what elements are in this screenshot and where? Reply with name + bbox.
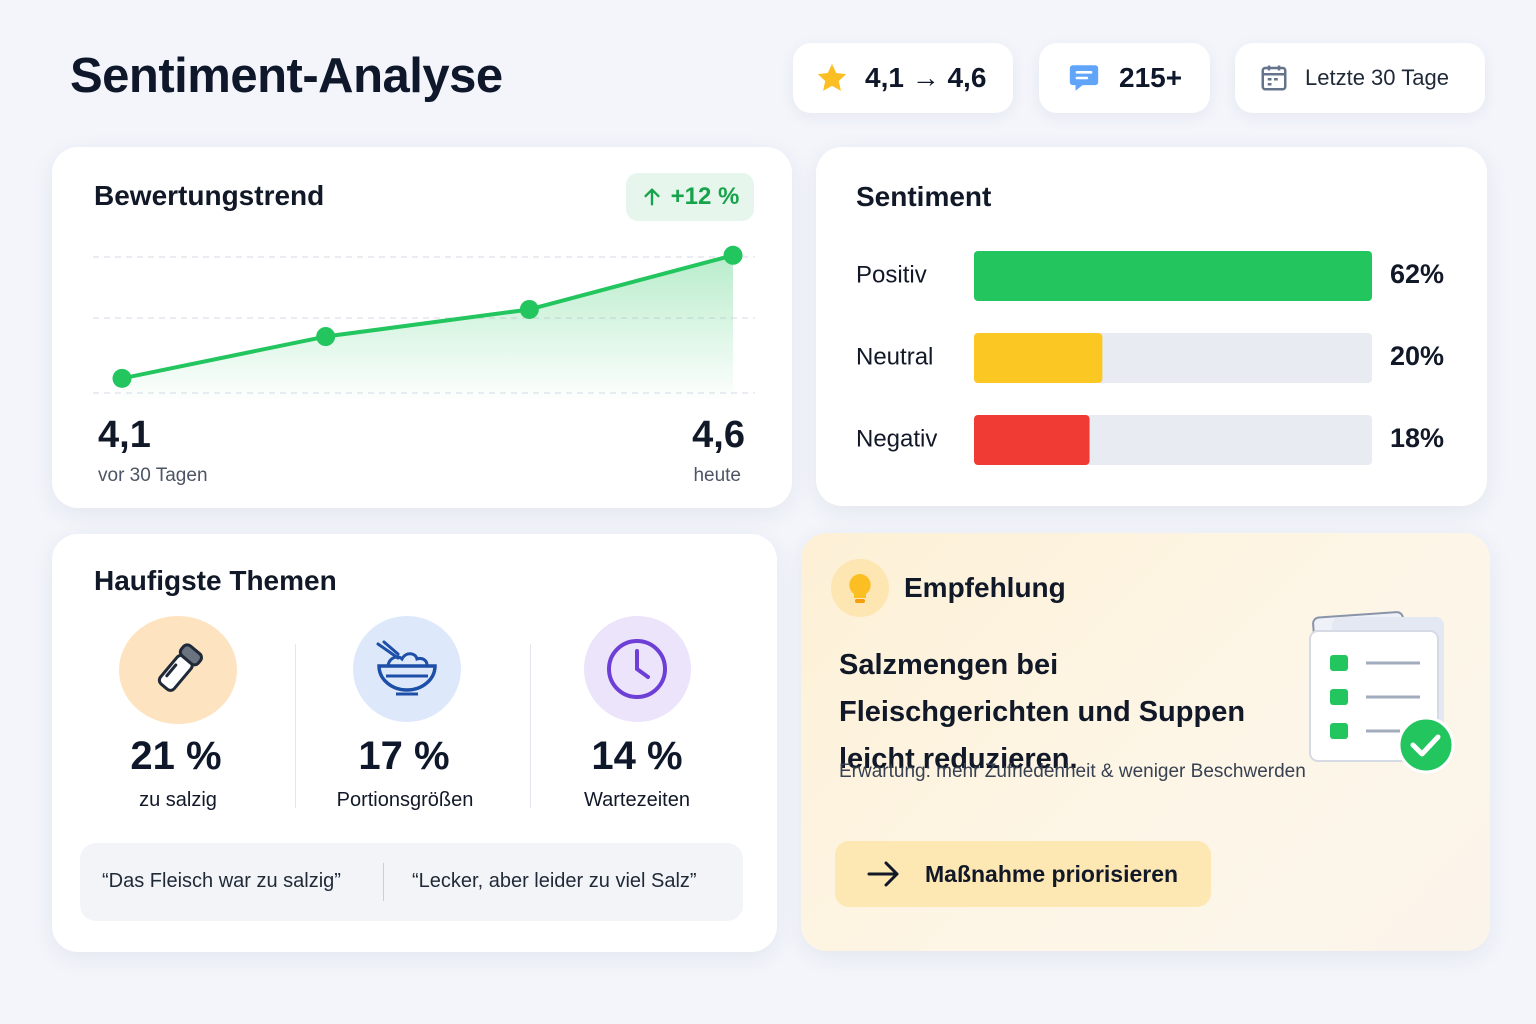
trend-point: [723, 245, 743, 265]
recommendation-note: Erwartung: mehr Zufriedenheit & weniger …: [839, 761, 1306, 782]
bar: [974, 251, 1372, 301]
period-badge-text: Letzte 30 Tage: [1305, 65, 1449, 90]
recommendation-text: Salzmengen bei Fleischgerichten und Supp…: [839, 649, 1246, 775]
trend-chart: 4,1 vor 30 Tagen 4,6 heute: [93, 245, 755, 486]
sentiment-card: Sentiment Positiv 62% Neutral 20% Negativ 18%: [816, 147, 1487, 506]
themes-title: Haufigste Themen: [94, 565, 337, 596]
quote: “Lecker, aber leider zu viel Salz”: [412, 870, 697, 892]
bar-label: Neutral: [856, 343, 933, 370]
quote-divider: [383, 863, 384, 901]
salt-icon: [157, 643, 203, 692]
star-icon: [817, 63, 847, 91]
bar-value-label: 62%: [1390, 259, 1444, 289]
rating-badge-text: 4,1 → 4,6: [865, 62, 987, 93]
chat-icon: [1069, 65, 1099, 91]
themes-card: Haufigste Themen 21 % zu salzig 17 % Por…: [52, 534, 777, 952]
bowl-icon-bg: [353, 616, 461, 722]
trend-point: [316, 327, 336, 347]
bar-value-label: 20%: [1390, 341, 1444, 371]
theme-label: zu salzig: [139, 789, 217, 811]
divider: [530, 644, 531, 808]
bulb-icon: [849, 574, 871, 603]
theme-label: Wartezeiten: [584, 789, 690, 811]
arrow-right-icon: [867, 861, 899, 887]
trend-point: [112, 368, 132, 388]
reviews-badge-text: 215+: [1119, 62, 1183, 93]
x-label: heute: [693, 465, 741, 486]
reviews-badge: 215+: [1039, 43, 1210, 113]
recommendation-card: Empfehlung Salzmengen bei Fleischgericht…: [801, 533, 1490, 951]
bar-value-label: 18%: [1390, 423, 1444, 453]
x-label: vor 30 Tagen: [98, 465, 208, 486]
divider: [295, 644, 296, 808]
theme-share: 14 %: [591, 734, 683, 778]
period-badge[interactable]: Letzte 30 Tage: [1235, 43, 1485, 113]
bar: [974, 333, 1103, 383]
value-label: 4,1: [98, 414, 151, 456]
theme-share: 17 %: [358, 734, 450, 778]
arrow-up-icon: [644, 188, 660, 206]
trend-annotation: +12 %: [670, 183, 740, 210]
page-title: Sentiment-Analyse: [70, 49, 503, 103]
calendar-icon: [1261, 65, 1287, 91]
button-label: Maßnahme priorisieren: [925, 860, 1179, 887]
trend-badge: +12 %: [626, 173, 754, 221]
sentiment-chart: Positiv 62% Neutral 20% Negativ 18%: [856, 251, 1444, 465]
trend-title: Bewertungstrend: [94, 180, 325, 211]
recommendation-title: Empfehlung: [904, 572, 1066, 603]
trend-area: [122, 255, 733, 403]
trend-card: Bewertungstrend +12 % 4,1 vor 30 Tagen 4,6…: [52, 147, 792, 508]
quote-box: “Das Fleisch war zu salzig” “Lecker, abe…: [80, 843, 743, 921]
theme-share: 21 %: [130, 734, 222, 778]
bar: [974, 415, 1090, 465]
bowl-icon: [376, 640, 437, 696]
trend-line: [121, 253, 734, 381]
quote: “Das Fleisch war zu salzig”: [102, 870, 341, 892]
prioritize-button[interactable]: Maßnahme priorisieren: [835, 841, 1211, 907]
bar-label: Positiv: [856, 261, 927, 288]
theme-label: Portionsgrößen: [336, 789, 474, 811]
bar-label: Negativ: [856, 425, 937, 452]
value-label: 4,6: [692, 414, 745, 456]
sentiment-title: Sentiment: [856, 181, 992, 212]
rating-badge: 4,1 → 4,6: [793, 43, 1013, 113]
trend-point: [519, 299, 539, 319]
clock-icon: [607, 639, 667, 699]
checklist-illustration: [1309, 611, 1455, 774]
